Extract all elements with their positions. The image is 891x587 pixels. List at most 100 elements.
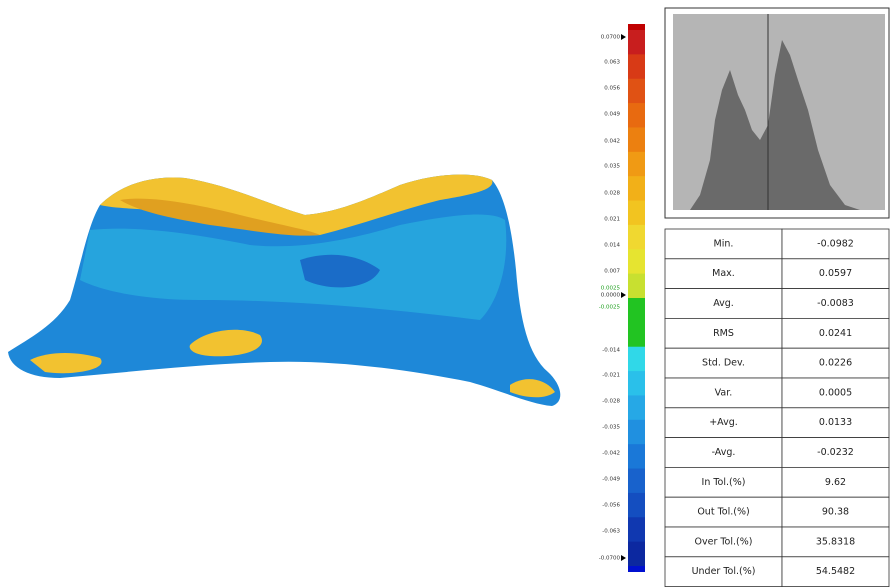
stat-value: 0.0133 xyxy=(819,417,852,428)
scale-label: -0.0700 xyxy=(599,556,621,562)
scale-label: -0.028 xyxy=(602,399,620,405)
scale-label: -0.021 xyxy=(602,373,620,379)
scale-label: 0.028 xyxy=(604,191,620,197)
scale-label: 0.021 xyxy=(604,217,620,223)
color-segment xyxy=(628,103,645,128)
label-cell xyxy=(664,317,783,349)
stat-label: Min. xyxy=(714,238,734,249)
color-scale: 0.0700 0.063 0.056 0.049 0.042 0.035 0.028 0.02… xyxy=(599,24,645,572)
value-cell xyxy=(781,317,890,349)
value-cell xyxy=(781,288,890,319)
stat-value: 9.62 xyxy=(825,477,846,488)
stat-label: Std. Dev. xyxy=(702,358,745,369)
color-segment xyxy=(628,322,645,348)
value-cell xyxy=(781,228,890,260)
stat-value: -0.0083 xyxy=(817,298,854,309)
color-segment xyxy=(628,30,645,55)
color-segment xyxy=(628,127,645,153)
color-segment xyxy=(628,224,645,250)
value-cell xyxy=(781,377,890,409)
histogram xyxy=(664,7,890,219)
scale-label: 0.049 xyxy=(604,112,620,118)
color-segment xyxy=(628,200,645,226)
color-segment xyxy=(628,395,645,421)
scale-label: 0.035 xyxy=(604,164,620,170)
yellow-patch xyxy=(189,329,262,357)
scale-min-cap xyxy=(628,566,645,572)
blue-patch xyxy=(300,254,380,288)
stat-label: RMS xyxy=(713,328,734,339)
color-segment xyxy=(628,346,645,372)
color-segment xyxy=(628,444,645,470)
scale-label: 0.063 xyxy=(604,60,620,66)
scale-label: 0.014 xyxy=(604,243,620,249)
scale-label: -0.0025 xyxy=(599,305,621,311)
stat-label: Max. xyxy=(712,268,735,279)
stat-label: Out Tol.(%) xyxy=(697,507,749,518)
stat-value: 90.38 xyxy=(822,507,849,518)
scale-label: 0.0700 xyxy=(601,35,621,41)
yellow-patch xyxy=(510,379,555,398)
color-segment xyxy=(628,151,645,177)
scale-label: -0.042 xyxy=(602,451,620,457)
color-segment xyxy=(628,298,645,323)
yellow-patch xyxy=(30,353,102,374)
scale-label: 0.056 xyxy=(604,86,620,92)
value-cell xyxy=(781,258,890,289)
label-cell xyxy=(664,288,783,319)
stat-label: Over Tol.(%) xyxy=(695,536,753,547)
scale-label: -0.063 xyxy=(602,529,620,535)
stat-label: Under Tol.(%) xyxy=(692,566,756,577)
scale-label: -0.035 xyxy=(602,425,620,431)
stat-value: 35.8318 xyxy=(816,536,855,547)
scale-label: 0.0025 xyxy=(601,286,621,292)
deviation-model xyxy=(8,174,561,406)
stat-label: Avg. xyxy=(713,298,734,309)
cyan-band xyxy=(80,214,507,320)
color-segment xyxy=(628,492,645,518)
scale-max-cap xyxy=(628,24,645,30)
value-cell xyxy=(781,437,890,468)
stat-value: 54.5482 xyxy=(816,566,855,577)
scale-label: 0.007 xyxy=(604,269,620,275)
scale-label: 0.042 xyxy=(604,139,620,145)
value-cell xyxy=(781,466,890,498)
color-segment xyxy=(628,78,645,104)
color-segment xyxy=(628,273,645,299)
stat-value: 0.0226 xyxy=(819,358,852,369)
stat-value: 0.0597 xyxy=(819,268,852,279)
label-cell xyxy=(664,228,783,260)
stat-value: 0.0241 xyxy=(819,328,852,339)
color-segment xyxy=(628,419,645,445)
statistics-table: Min. -0.0982 Max. 0.0597 Avg. -0.0083 RMS 0.024… xyxy=(664,228,890,587)
histogram-shape xyxy=(690,40,860,210)
stat-label: In Tol.(%) xyxy=(702,477,746,488)
yellow-ridge xyxy=(100,174,493,236)
scale-marker xyxy=(621,555,626,561)
scale-marker xyxy=(621,292,626,298)
label-cell xyxy=(664,526,783,558)
value-cell xyxy=(781,407,890,438)
color-segment xyxy=(628,468,645,494)
value-cell xyxy=(781,556,890,587)
value-cell xyxy=(781,526,890,558)
stat-label: +Avg. xyxy=(709,417,738,428)
stat-value: 0.0005 xyxy=(819,387,852,398)
stat-label: -Avg. xyxy=(712,447,736,458)
value-cell xyxy=(781,496,890,528)
orange-patch xyxy=(120,198,320,236)
scale-marker xyxy=(621,34,626,40)
stat-value: -0.0232 xyxy=(817,447,854,458)
scale-label: -0.014 xyxy=(602,348,620,354)
color-segment xyxy=(628,176,645,202)
scale-label: -0.049 xyxy=(602,477,620,483)
color-segment xyxy=(628,541,645,567)
color-segment xyxy=(628,249,645,275)
scale-label: -0.056 xyxy=(602,503,620,509)
color-segment xyxy=(628,54,645,80)
stat-label: Var. xyxy=(715,387,733,398)
label-cell xyxy=(664,556,783,587)
color-segment xyxy=(628,517,645,543)
